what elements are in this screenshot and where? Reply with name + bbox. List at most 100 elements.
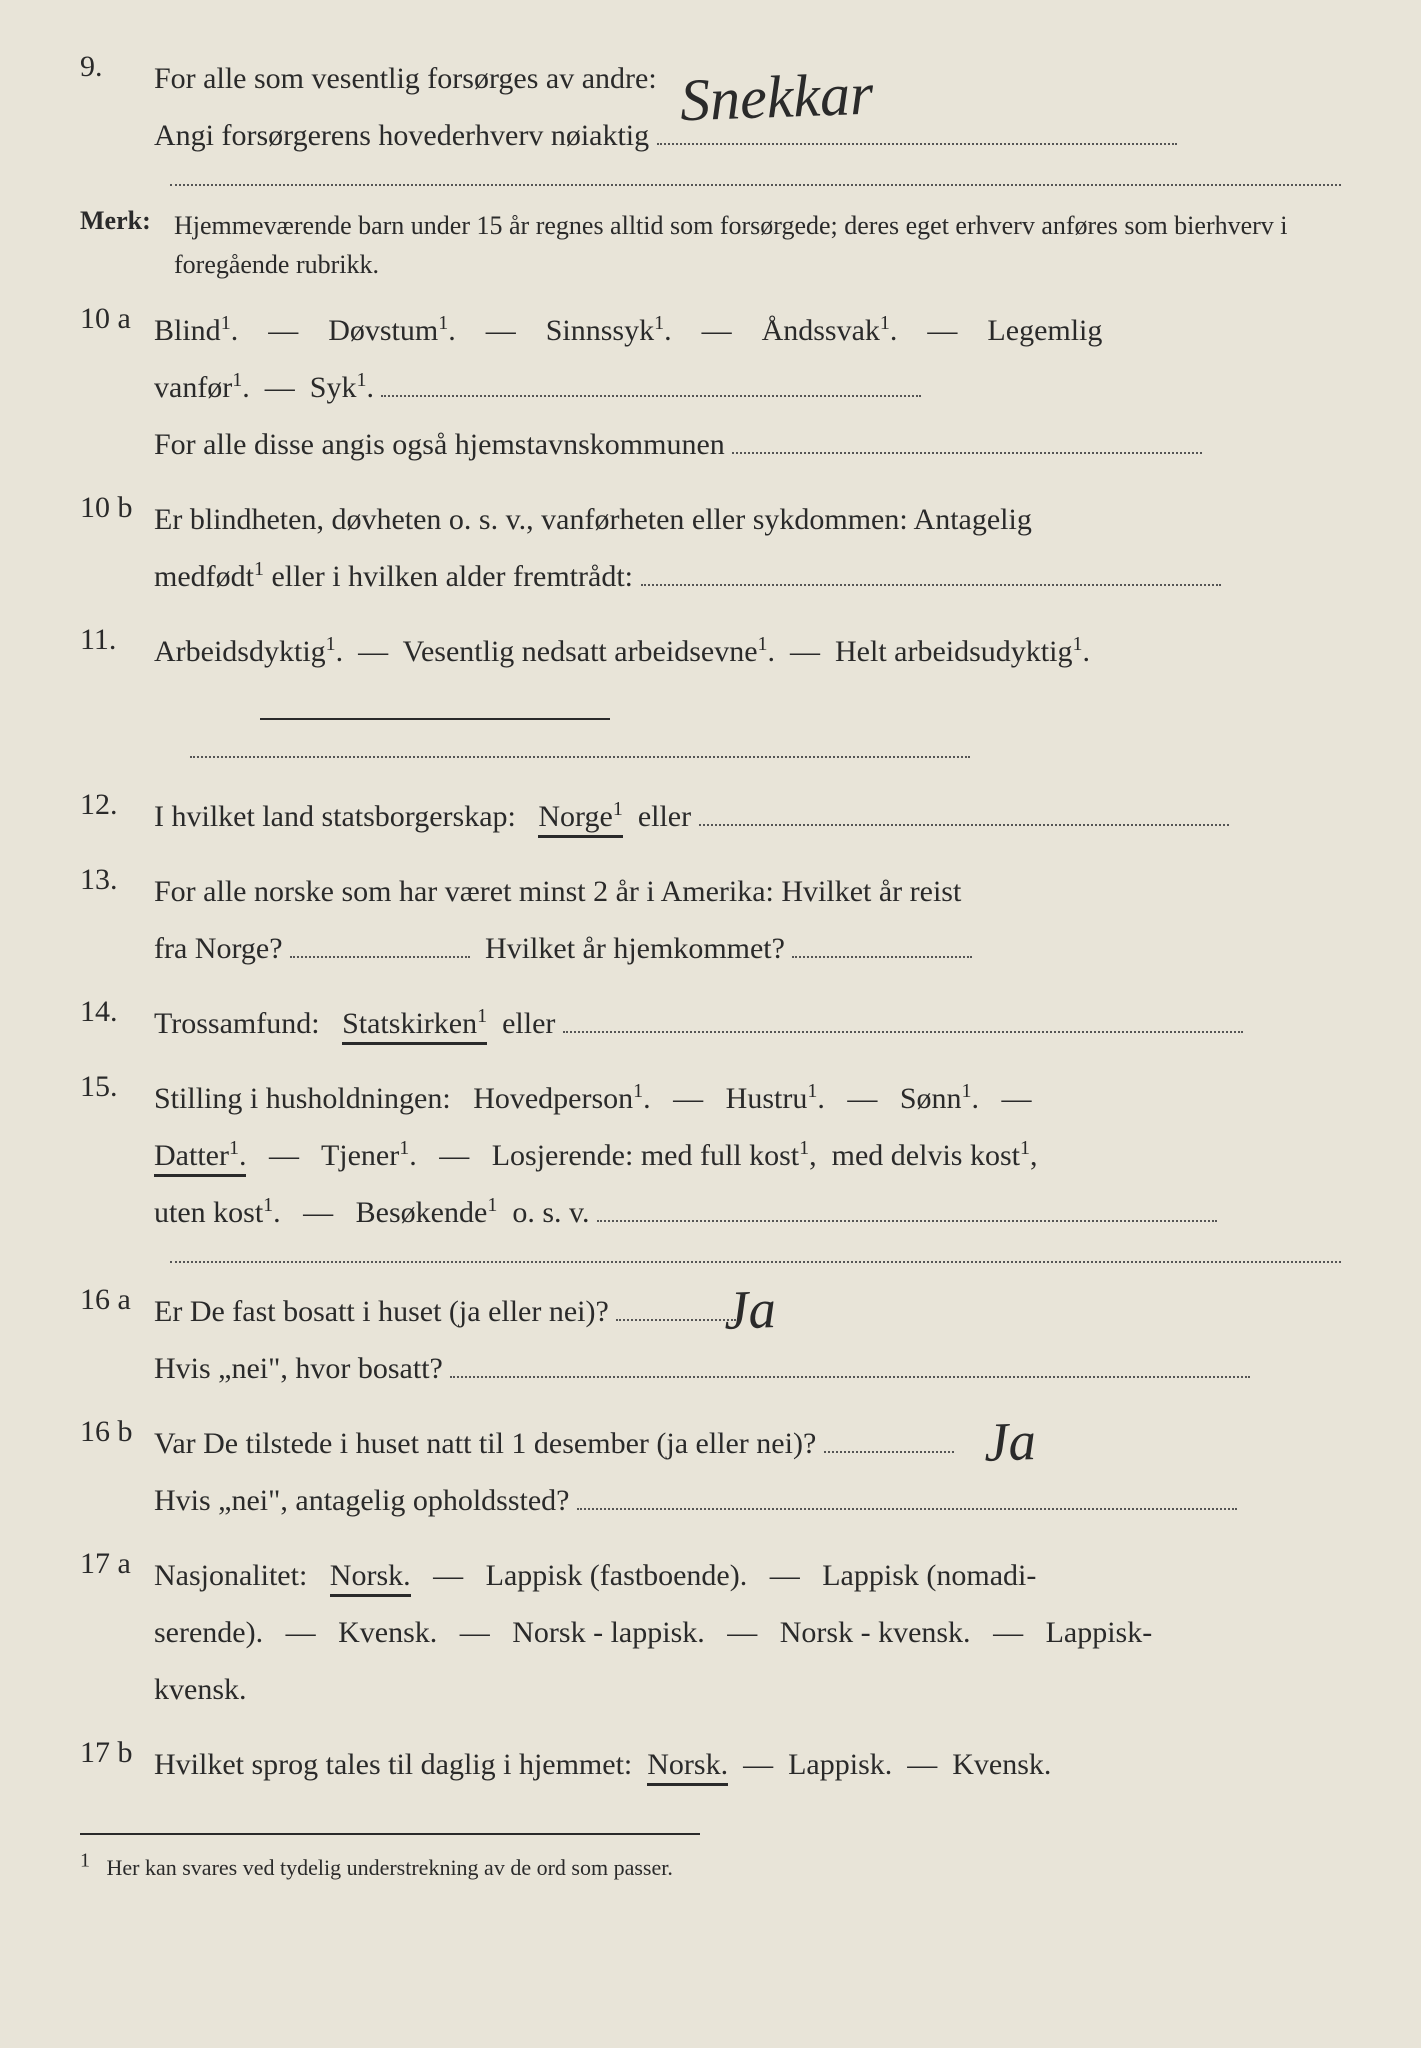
q16a-body: Er De fast bosatt i huset (ja eller nei)…	[154, 1283, 1335, 1397]
q13-line2b: Hvilket år hjemkommet?	[485, 932, 785, 965]
q16b-line1: Var De tilstede i huset natt til 1 desem…	[154, 1427, 816, 1460]
q16b-handwritten: Ja	[982, 1389, 1038, 1495]
question-12: 12. I hvilket land statsborgerskap: Norg…	[80, 788, 1341, 845]
q13-number: 13.	[80, 863, 150, 897]
q12-text3: eller	[638, 800, 691, 833]
q12-selected: Norge1	[538, 800, 622, 838]
q10b-line2b: eller i hvilken alder fremtrådt:	[271, 560, 633, 593]
q17b-opt3: Kvensk.	[952, 1748, 1051, 1781]
q15-text11: o. s. v.	[512, 1196, 589, 1229]
q12-text1: I hvilket land statsborgerskap:	[154, 800, 516, 833]
merk-text: Hjemmeværende barn under 15 år regnes al…	[174, 206, 1335, 284]
divider-1	[170, 184, 1341, 186]
q17a-opt3b: serende).	[154, 1616, 263, 1649]
q15-opt7: med delvis kost	[832, 1139, 1020, 1172]
q17b-number: 17 b	[80, 1736, 150, 1770]
q16a-fill2[interactable]	[450, 1376, 1250, 1378]
q10a-opt3: Sinnssyk	[546, 314, 654, 347]
q13-fill2[interactable]	[792, 956, 972, 958]
q17b-opt2: Lappisk.	[788, 1748, 892, 1781]
q17a-text1: Nasjonalitet:	[154, 1559, 307, 1592]
q14-selected: Statskirken1	[342, 1007, 487, 1045]
q15-opt9: Besøkende	[356, 1196, 488, 1229]
question-10b: 10 b Er blindheten, døvheten o. s. v., v…	[80, 491, 1341, 605]
q11-number: 11.	[80, 623, 150, 657]
q14-text1: Trossamfund:	[154, 1007, 320, 1040]
q10a-opt5: Legemlig	[987, 314, 1102, 347]
q17b-selected: Norsk.	[647, 1748, 728, 1786]
question-10a: 10 a Blind1. — Døvstum1. — Sinnssyk1. — …	[80, 302, 1341, 473]
question-16b: 16 b Var De tilstede i huset natt til 1 …	[80, 1415, 1341, 1529]
question-16a: 16 a Er De fast bosatt i huset (ja eller…	[80, 1283, 1341, 1397]
q16b-fill2[interactable]	[577, 1508, 1237, 1510]
q13-body: For alle norske som har været minst 2 år…	[154, 863, 1335, 977]
q17a-opt4: Kvensk.	[338, 1616, 437, 1649]
q12-number: 12.	[80, 788, 150, 822]
q9-number: 9.	[80, 50, 150, 84]
q13-line1: For alle norske som har været minst 2 år…	[154, 875, 961, 908]
q10a-opt2: Døvstum	[328, 314, 438, 347]
q12-fill[interactable]	[699, 824, 1229, 826]
q14-text3: eller	[502, 1007, 555, 1040]
footnote: 1 Her kan svares ved tydelig understrekn…	[80, 1833, 700, 1881]
q17a-number: 17 a	[80, 1547, 150, 1581]
q15-text1: Stilling i husholdningen:	[154, 1082, 451, 1115]
q15-opt1: Hovedperson	[473, 1082, 633, 1115]
q15-selected: Datter1.	[154, 1139, 246, 1177]
q14-number: 14.	[80, 995, 150, 1029]
q10b-line1: Er blindheten, døvheten o. s. v., vanfør…	[154, 503, 1032, 536]
footnote-text: 1 Her kan svares ved tydelig understrekn…	[80, 1855, 673, 1880]
q9-handwritten: Snekkar	[678, 37, 875, 158]
q15-opt2: Hustru	[726, 1082, 808, 1115]
q10a-opt7: Syk	[310, 371, 357, 404]
q10b-number: 10 b	[80, 491, 150, 525]
divider-2	[170, 698, 1341, 763]
question-14: 14. Trossamfund: Statskirken1 eller	[80, 995, 1341, 1052]
q10a-fill1[interactable]	[381, 395, 921, 397]
q17b-text1: Hvilket sprog tales til daglig i hjemmet…	[154, 1748, 632, 1781]
q17a-body: Nasjonalitet: Norsk. — Lappisk (fastboen…	[154, 1547, 1335, 1718]
q10a-opt1: Blind	[154, 314, 221, 347]
q17a-opt2: Lappisk (fastboende).	[486, 1559, 748, 1592]
q15-opt5: Tjener	[321, 1139, 399, 1172]
q10b-line2: medfødt	[154, 560, 254, 593]
q12-body: I hvilket land statsborgerskap: Norge1 e…	[154, 788, 1335, 845]
question-17b: 17 b Hvilket sprog tales til daglig i hj…	[80, 1736, 1341, 1793]
question-15: 15. Stilling i husholdningen: Hovedperso…	[80, 1070, 1341, 1241]
q17a-opt7b: kvensk.	[154, 1673, 247, 1706]
q10a-opt6: vanfør	[154, 371, 232, 404]
q15-fill[interactable]	[597, 1220, 1217, 1222]
q10b-fill[interactable]	[641, 584, 1221, 586]
merk-note: Merk: Hjemmeværende barn under 15 år reg…	[80, 206, 1341, 284]
q16b-fill1[interactable]	[824, 1451, 954, 1453]
q17a-opt3: Lappisk (nomadi-	[822, 1559, 1036, 1592]
q13-fill1[interactable]	[290, 956, 470, 958]
q10b-body: Er blindheten, døvheten o. s. v., vanfør…	[154, 491, 1335, 605]
q17a-selected: Norsk.	[330, 1559, 411, 1597]
merk-label: Merk:	[80, 206, 170, 236]
question-9: 9. For alle som vesentlig forsørges av a…	[80, 50, 1341, 164]
q9-line2: Angi forsørgerens hovederhverv nøiaktig	[154, 119, 649, 152]
q15-opt8: uten kost	[154, 1196, 263, 1229]
q15-body: Stilling i husholdningen: Hovedperson1. …	[154, 1070, 1335, 1241]
q10a-opt4: Åndssvak	[762, 314, 880, 347]
q15-opt3: Sønn	[900, 1082, 962, 1115]
q16b-number: 16 b	[80, 1415, 150, 1449]
question-11: 11. Arbeidsdyktig1. — Vesentlig nedsatt …	[80, 623, 1341, 680]
q13-line2a: fra Norge?	[154, 932, 283, 965]
q16b-line2: Hvis „nei", antagelig opholdssted?	[154, 1484, 570, 1517]
q14-fill[interactable]	[563, 1031, 1243, 1033]
q11-body: Arbeidsdyktig1. — Vesentlig nedsatt arbe…	[154, 623, 1335, 680]
q10a-number: 10 a	[80, 302, 150, 336]
q10a-body: Blind1. — Døvstum1. — Sinnssyk1. — Åndss…	[154, 302, 1335, 473]
q16a-line1: Er De fast bosatt i huset (ja eller nei)…	[154, 1295, 609, 1328]
q11-opt2: Vesentlig nedsatt arbeidsevne	[403, 635, 758, 668]
q16a-handwritten: Ja	[722, 1257, 778, 1363]
q15-number: 15.	[80, 1070, 150, 1104]
question-17a: 17 a Nasjonalitet: Norsk. — Lappisk (fas…	[80, 1547, 1341, 1718]
q16a-fill1[interactable]	[616, 1319, 736, 1321]
q14-body: Trossamfund: Statskirken1 eller	[154, 995, 1335, 1052]
q15-opt6: Losjerende: med full kost	[492, 1139, 799, 1172]
q10a-fill2[interactable]	[732, 452, 1202, 454]
q11-opt1: Arbeidsdyktig	[154, 635, 326, 668]
